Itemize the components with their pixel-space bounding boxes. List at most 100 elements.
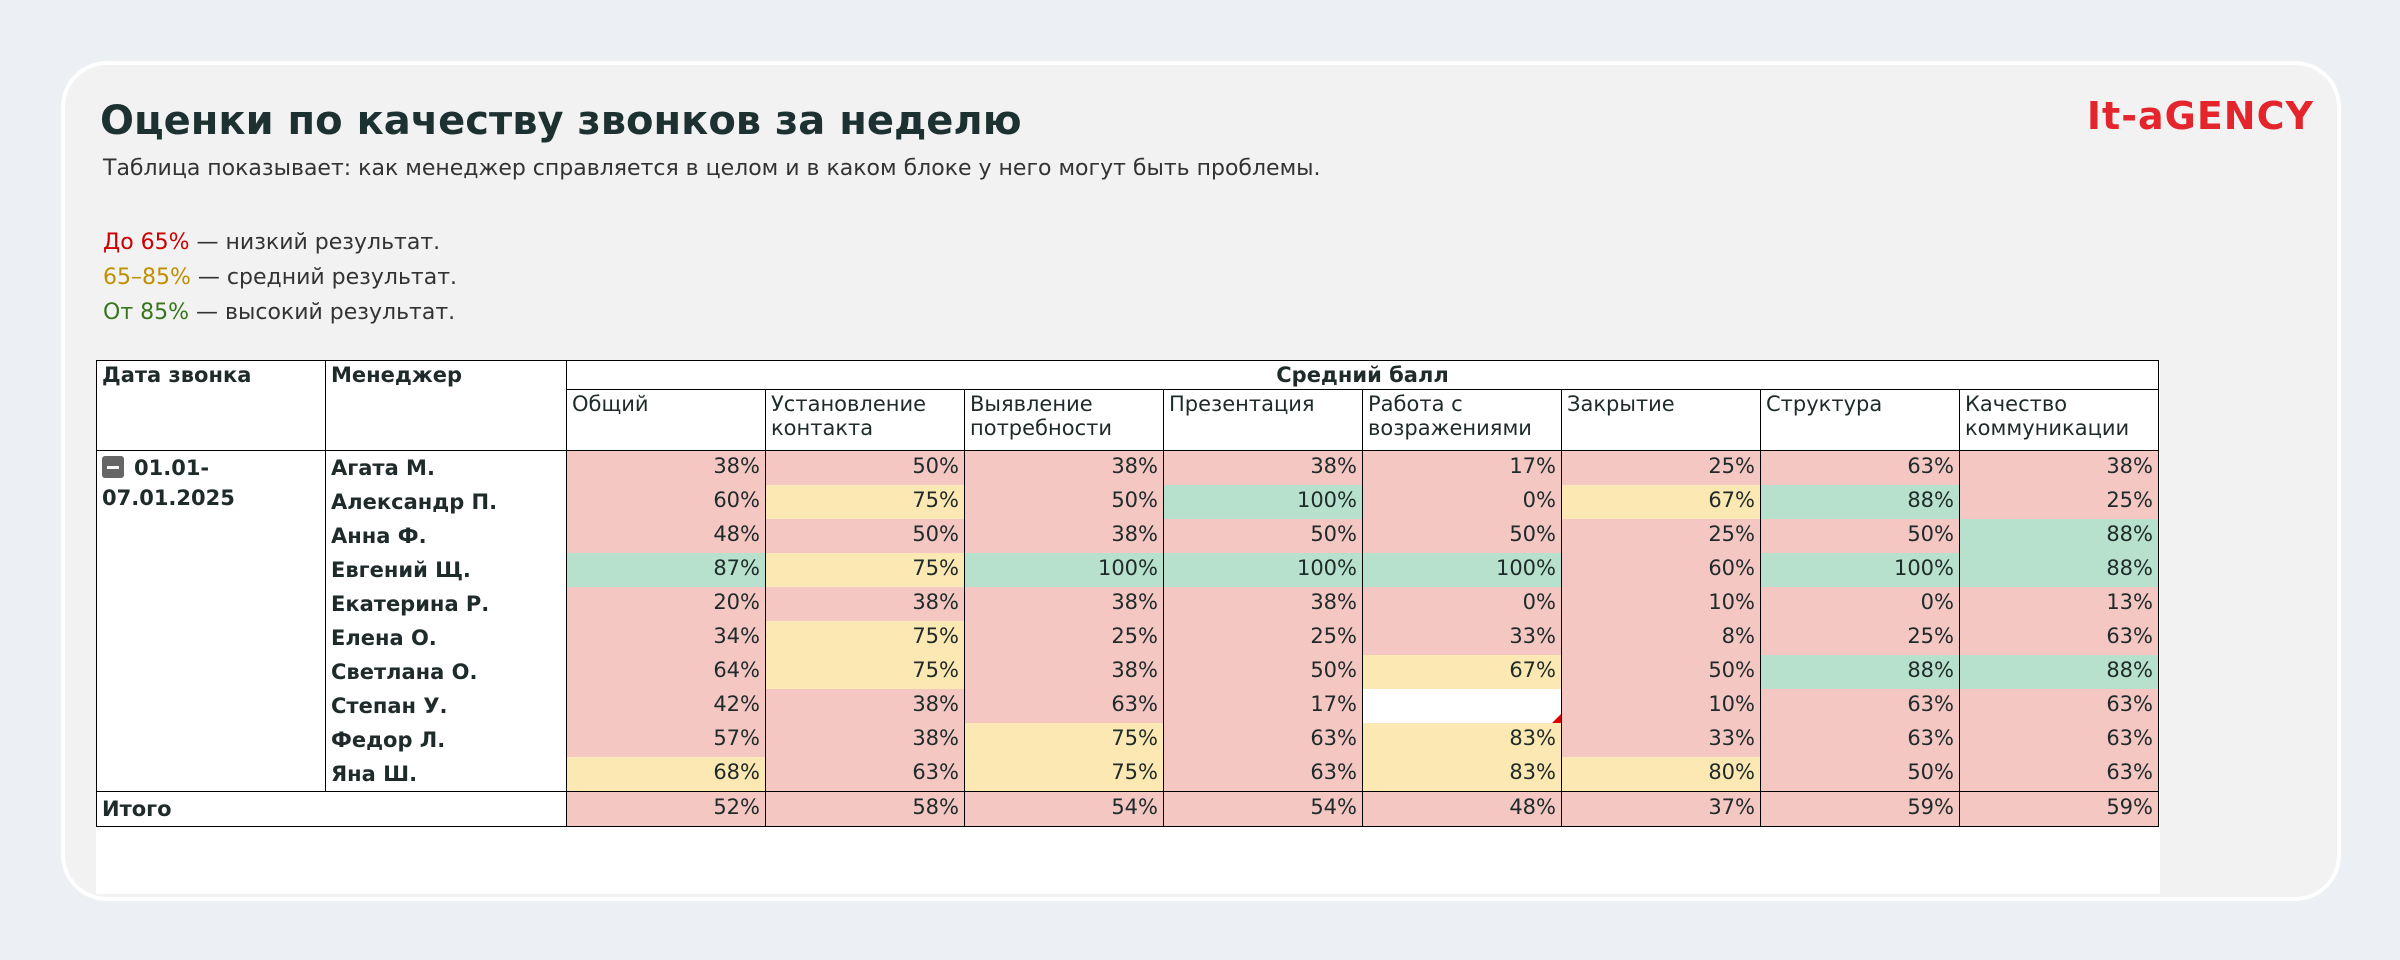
row: Федор Л. 57% 38% 75% 63% 83% 33% 63% 63%: [97, 723, 2159, 757]
score-cell: 50%: [1561, 655, 1761, 689]
manager: Александр П.: [325, 485, 567, 519]
legend-text: — средний результат.: [190, 265, 458, 290]
score-cell: 34%: [566, 621, 766, 655]
group-header: Средний балл: [566, 360, 2159, 390]
legend-text: — низкий результат.: [189, 230, 441, 255]
score-cell: 48%: [566, 519, 766, 553]
score-cell: 50%: [765, 519, 965, 553]
score-cell: 33%: [1561, 723, 1761, 757]
score-cell: 59%: [1760, 791, 1960, 827]
row: 01.01-07.01.2025 Агата М. 38% 50% 38% 38% 17% 2…: [96, 450, 2159, 792]
score-cell: 38%: [765, 689, 965, 723]
score-cell: 50%: [1760, 757, 1960, 792]
date: 01.01-07.01.2025: [102, 456, 235, 510]
score-cell: 63%: [964, 689, 1164, 723]
manager: Анна Ф.: [325, 519, 567, 553]
score-cell: 75%: [964, 723, 1164, 757]
score-cell: 100%: [1163, 485, 1363, 519]
score-cell: 25%: [1561, 450, 1761, 485]
score-cell: 75%: [765, 485, 965, 519]
score-cell: 25%: [964, 621, 1164, 655]
score-cell: 38%: [964, 519, 1164, 553]
legend-range: До 65%: [103, 230, 190, 255]
score-cell: 75%: [765, 655, 965, 689]
score-cell: 60%: [566, 485, 766, 519]
score-cell: 42%: [566, 689, 766, 723]
score-cell: 68%: [566, 757, 766, 792]
score-cell: 38%: [964, 655, 1164, 689]
score-cell: 87%: [566, 553, 766, 587]
score-cell: 63%: [1959, 723, 2159, 757]
manager: Агата М.: [325, 450, 567, 485]
total-row: Итого 52% 58% 54% 54% 48% 37% 59% 59%: [96, 791, 2159, 827]
date-cell: 01.01-07.01.2025: [96, 450, 326, 792]
score-cell: 0%: [1362, 485, 1562, 519]
column-header: Качество коммуникации: [1959, 389, 2159, 451]
score-cell: 38%: [964, 587, 1164, 621]
score-cell: 83%: [1362, 757, 1562, 792]
score-cell: 50%: [765, 450, 965, 485]
column-header: Установление контакта: [765, 389, 965, 451]
score-cell: 25%: [1163, 621, 1363, 655]
score-cell: 38%: [1163, 450, 1363, 485]
score-cell: 63%: [1163, 723, 1363, 757]
score-cell: 33%: [1362, 621, 1562, 655]
score-cell: 88%: [1760, 485, 1960, 519]
score-cell: 0%: [1362, 587, 1562, 621]
score-cell: 38%: [765, 587, 965, 621]
legend: До 65% — низкий результат. 65–85% — средн…: [103, 225, 457, 330]
score-cell: 75%: [964, 757, 1164, 792]
legend-item: До 65% — низкий результат.: [103, 225, 457, 260]
score-cell: 80%: [1561, 757, 1761, 792]
header-manager: Менеджер: [325, 360, 567, 451]
row: Елена О. 34% 75% 25% 25% 33% 8% 25% 63%: [97, 621, 2159, 655]
score-cell: 50%: [1163, 655, 1363, 689]
score-cell: 100%: [1362, 553, 1562, 587]
score-cell: 100%: [1760, 553, 1960, 587]
score-cell: 88%: [1959, 655, 2159, 689]
column-header: Общий: [566, 389, 766, 451]
row: Анна Ф. 48% 50% 38% 50% 50% 25% 50% 88%: [97, 519, 2159, 553]
score-cell: 54%: [964, 791, 1164, 827]
score-cell: 83%: [1362, 723, 1562, 757]
collapse-button[interactable]: [102, 456, 124, 478]
score-cell: 38%: [765, 723, 965, 757]
score-cell: 88%: [1959, 553, 2159, 587]
score-cell: 52%: [566, 791, 766, 827]
logo: It-aGENCY: [2086, 94, 2314, 138]
score-cell: 57%: [566, 723, 766, 757]
score-cell: 38%: [964, 450, 1164, 485]
column-header: Презентация: [1163, 389, 1363, 451]
score-cell: 50%: [1163, 519, 1363, 553]
score-cell: 63%: [1959, 689, 2159, 723]
score-cell: 58%: [765, 791, 965, 827]
score-cell: 10%: [1561, 587, 1761, 621]
legend-text: — высокий результат.: [189, 300, 456, 325]
row: Екатерина Р. 20% 38% 38% 38% 0% 10% 0% 13%: [97, 587, 2159, 621]
score-cell: 25%: [1561, 519, 1761, 553]
score-cell: 50%: [964, 485, 1164, 519]
row: Евгений Щ. 87% 75% 100% 100% 100% 60% 100% 88%: [97, 553, 2159, 587]
score-cell: 59%: [1959, 791, 2159, 827]
score-cell: 63%: [1760, 689, 1960, 723]
score-cell: 63%: [1959, 757, 2159, 792]
score-cell: 63%: [1163, 757, 1363, 792]
score-cell: 63%: [1959, 621, 2159, 655]
column-header: Закрытие: [1561, 389, 1761, 451]
score-cell: 50%: [1362, 519, 1562, 553]
legend-range: От 85%: [103, 300, 190, 325]
scores-table: Дата звонка Менеджер Средний балл Общий У…: [96, 360, 2159, 827]
manager: Степан У.: [325, 689, 567, 723]
score-cell: 63%: [1760, 450, 1960, 485]
row: Светлана О. 64% 75% 38% 50% 67% 50% 88% 88%: [97, 655, 2159, 689]
title: Оценки по качеству звонков за неделю: [100, 98, 1022, 144]
row: Яна Ш. 68% 63% 75% 63% 83% 80% 50% 63%: [97, 757, 2159, 792]
score-cell: 38%: [566, 450, 766, 485]
score-cell: 13%: [1959, 587, 2159, 621]
manager: Елена О.: [325, 621, 567, 655]
manager: Екатерина Р.: [325, 587, 567, 621]
score-cell: 67%: [1561, 485, 1761, 519]
score-cell: 48%: [1362, 791, 1562, 827]
score-cell: 8%: [1561, 621, 1761, 655]
